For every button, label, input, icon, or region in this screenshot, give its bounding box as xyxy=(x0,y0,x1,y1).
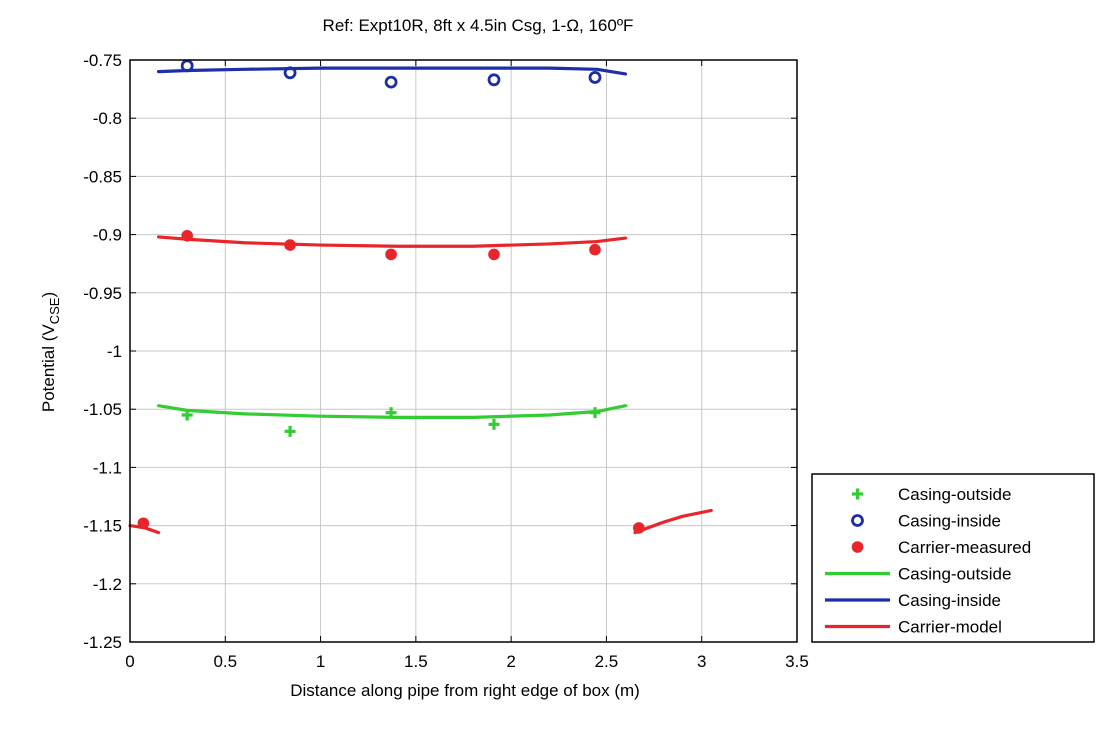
legend-item: Casing-outside xyxy=(852,485,1011,504)
x-tick-label: 3 xyxy=(697,652,706,671)
y-tick-label: -0.75 xyxy=(83,51,122,70)
data-point-casing-outside xyxy=(284,425,296,437)
y-tick-label: -1 xyxy=(107,342,122,361)
data-point-casing-outside xyxy=(488,418,500,430)
legend-marker-swatch xyxy=(851,541,864,553)
y-tick-label: -1.1 xyxy=(93,458,122,477)
plot-frame xyxy=(129,59,798,643)
data-point-casing-outside xyxy=(589,407,601,419)
legend-label: Casing-outside xyxy=(898,485,1011,504)
plot-series xyxy=(128,59,713,535)
legend-item: Carrier-model xyxy=(825,618,1002,637)
legend-item: Carrier-measured xyxy=(851,538,1031,557)
grid xyxy=(130,60,797,642)
legend-marker-swatch xyxy=(852,488,863,500)
data-point-carrier-measured xyxy=(488,248,500,261)
series-line-casing-outside xyxy=(156,404,628,419)
data-point-carrier-measured xyxy=(589,243,601,256)
y-axis-title-main: Potential (V xyxy=(39,324,58,413)
y-tick-labels: -0.75 -0.8 -0.85 -0.9 -0.95 -1 -1.05 -1.1 -1.15 -… xyxy=(83,51,122,652)
y-tick-label: -1.2 xyxy=(93,575,122,594)
legend-box xyxy=(811,473,1095,643)
data-point-casing-inside xyxy=(487,73,501,87)
legend-item: Casing-inside xyxy=(825,591,1001,610)
x-tick-label: 1.5 xyxy=(404,652,428,671)
data-point-casing-inside xyxy=(283,66,297,80)
legend-label: Casing-outside xyxy=(898,565,1011,584)
legend-item: Casing-inside xyxy=(851,512,1001,531)
series-line-carrier-model xyxy=(633,508,713,535)
x-tick-label: 3.5 xyxy=(785,652,809,671)
series-line-casing-inside xyxy=(156,66,628,76)
y-tick-label: -1.15 xyxy=(83,517,122,536)
y-tick-label: -0.9 xyxy=(93,226,122,245)
data-point-carrier-measured xyxy=(284,239,296,251)
data-point-casing-inside xyxy=(384,75,398,89)
x-tick-label: 0.5 xyxy=(213,652,237,671)
y-tick-label: -0.95 xyxy=(83,284,122,303)
x-tick-label: 2 xyxy=(506,652,515,671)
legend-marker-swatch xyxy=(851,514,864,527)
x-tick-label: 0 xyxy=(125,652,134,671)
data-point-casing-inside xyxy=(588,71,602,84)
y-tick-label: -0.85 xyxy=(83,167,122,186)
data-point-carrier-measured xyxy=(181,229,193,242)
y-axis-title: Potential (VCSE) xyxy=(39,292,62,412)
x-tick-label: 1 xyxy=(316,652,325,671)
series-line-carrier-model xyxy=(156,235,628,248)
data-point-carrier-measured xyxy=(137,517,150,530)
chart-title: Ref: Expt10R, 8ft x 4.5in Csg, 1-Ω, 160º… xyxy=(323,16,634,35)
x-axis-title: Distance along pipe from right edge of b… xyxy=(290,681,640,700)
data-point-carrier-measured xyxy=(385,248,397,261)
y-axis-title-subscript: CSE xyxy=(47,297,62,324)
y-tick-label: -0.8 xyxy=(93,109,122,128)
legend-label: Carrier-model xyxy=(898,618,1002,637)
legend-label: Casing-inside xyxy=(898,512,1001,531)
data-point-casing-inside xyxy=(180,59,194,73)
data-point-carrier-measured xyxy=(633,522,645,534)
x-tick-label: 2.5 xyxy=(595,652,619,671)
y-tick-label: -1.25 xyxy=(83,633,122,652)
legend-items: Casing-outside Casing-inside Carrier-measu… xyxy=(825,485,1031,637)
legend-label: Carrier-measured xyxy=(898,538,1031,557)
legend-label: Casing-inside xyxy=(898,591,1001,610)
legend-item: Casing-outside xyxy=(825,565,1011,584)
data-point-casing-outside xyxy=(385,407,397,419)
x-tick-labels: 0 0.5 1 1.5 2 2.5 3 3.5 xyxy=(125,652,809,671)
legend: Casing-outside Casing-inside Carrier-measu… xyxy=(811,473,1095,643)
y-axis-title-close: ) xyxy=(39,292,58,298)
data-point-casing-outside xyxy=(181,409,193,421)
y-tick-label: -1.05 xyxy=(83,400,122,419)
